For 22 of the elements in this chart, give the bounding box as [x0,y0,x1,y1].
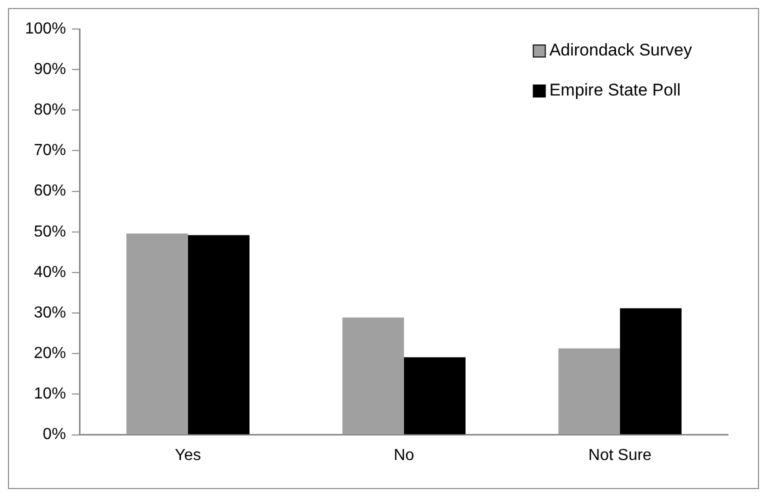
bar [404,357,466,434]
y-tick-label: 60% [34,182,66,200]
x-tick-label: Not Sure [588,446,652,464]
y-tick-label: 80% [34,102,66,119]
x-tick-label: Yes [174,446,201,464]
y-tick-label: 30% [34,304,66,322]
bar [558,348,620,434]
y-tick-label: 20% [34,345,66,362]
bar [620,308,682,434]
y-tick-label: 10% [34,386,66,403]
legend-label: Adirondack Survey [549,40,692,60]
y-tick-label: 100% [25,20,66,38]
y-tick-label: 0% [42,426,66,444]
y-tick-label: 70% [34,142,66,160]
bar [188,235,250,434]
x-tick-label: No [394,446,414,464]
y-tick-label: 50% [34,223,66,240]
bar [126,234,188,434]
legend-label: Empire State Poll [549,80,681,100]
y-tick-label: 90% [34,60,66,78]
bar [342,318,404,434]
y-tick-label: 40% [34,264,66,281]
